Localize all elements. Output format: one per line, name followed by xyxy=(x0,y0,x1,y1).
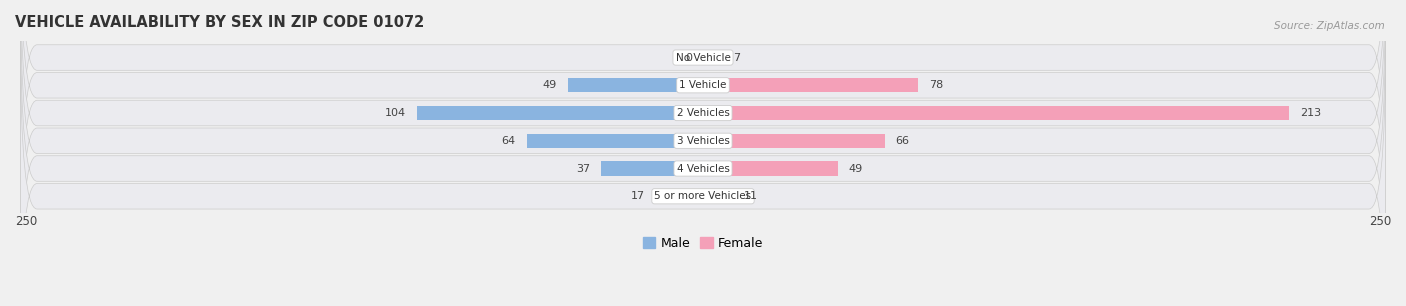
Bar xyxy=(703,50,723,65)
Text: 49: 49 xyxy=(543,80,557,90)
FancyBboxPatch shape xyxy=(21,43,1385,306)
Bar xyxy=(416,106,703,120)
FancyBboxPatch shape xyxy=(21,15,1385,306)
Text: 37: 37 xyxy=(576,163,591,174)
Bar xyxy=(703,189,734,203)
Text: 213: 213 xyxy=(1301,108,1322,118)
Text: 0: 0 xyxy=(685,53,692,62)
Text: 7: 7 xyxy=(734,53,741,62)
FancyBboxPatch shape xyxy=(21,0,1385,267)
Text: 4 Vehicles: 4 Vehicles xyxy=(676,163,730,174)
FancyBboxPatch shape xyxy=(21,0,1385,239)
Bar xyxy=(703,161,838,176)
Bar xyxy=(703,78,918,92)
Text: 17: 17 xyxy=(631,191,645,201)
Text: VEHICLE AVAILABILITY BY SEX IN ZIP CODE 01072: VEHICLE AVAILABILITY BY SEX IN ZIP CODE … xyxy=(15,15,425,30)
Bar xyxy=(568,78,703,92)
Text: 11: 11 xyxy=(744,191,758,201)
Text: 5 or more Vehicles: 5 or more Vehicles xyxy=(654,191,752,201)
Text: 250: 250 xyxy=(1369,215,1391,228)
Text: 78: 78 xyxy=(929,80,943,90)
Legend: Male, Female: Male, Female xyxy=(638,232,768,255)
Text: 66: 66 xyxy=(896,136,910,146)
Text: 49: 49 xyxy=(849,163,863,174)
Text: 104: 104 xyxy=(385,108,406,118)
Bar xyxy=(703,133,884,148)
Text: No Vehicle: No Vehicle xyxy=(675,53,731,62)
Text: 1 Vehicle: 1 Vehicle xyxy=(679,80,727,90)
FancyBboxPatch shape xyxy=(21,0,1385,294)
FancyBboxPatch shape xyxy=(21,0,1385,211)
Text: 2 Vehicles: 2 Vehicles xyxy=(676,108,730,118)
Text: Source: ZipAtlas.com: Source: ZipAtlas.com xyxy=(1274,21,1385,32)
Bar xyxy=(527,133,703,148)
Bar xyxy=(703,106,1289,120)
Text: 3 Vehicles: 3 Vehicles xyxy=(676,136,730,146)
Bar xyxy=(602,161,703,176)
Text: 250: 250 xyxy=(15,215,37,228)
Bar xyxy=(657,189,703,203)
Text: 64: 64 xyxy=(502,136,516,146)
